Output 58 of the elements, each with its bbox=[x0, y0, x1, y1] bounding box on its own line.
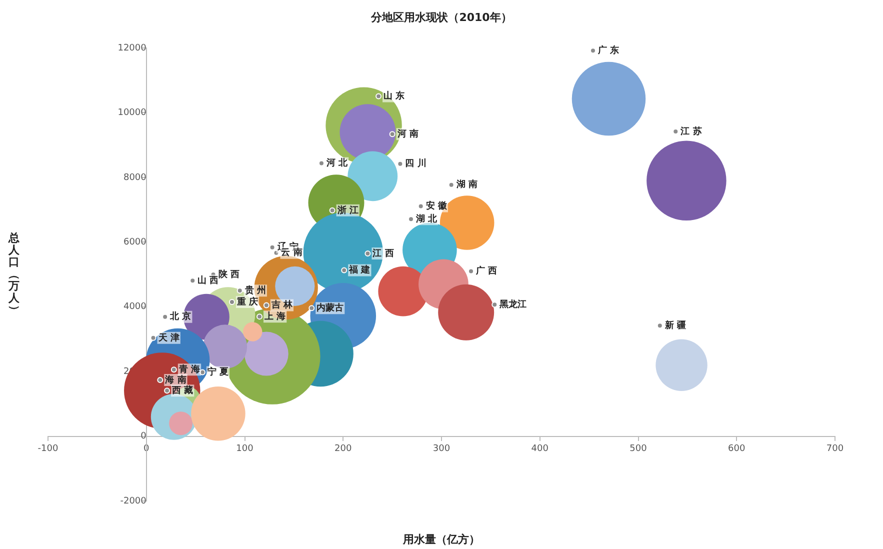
x-tick-label: 200 bbox=[334, 444, 352, 454]
y-tick-label: 12000 bbox=[118, 43, 147, 54]
annotation: 陕 西 bbox=[218, 268, 240, 280]
annotation: 广 东 bbox=[596, 44, 620, 56]
annotation: 浙 江 bbox=[336, 204, 358, 216]
point bbox=[341, 267, 348, 274]
y-tick-label: 10000 bbox=[118, 108, 147, 118]
y-tick-label: 6000 bbox=[123, 237, 147, 248]
annotation: 北 京 bbox=[169, 311, 192, 322]
point bbox=[364, 250, 371, 256]
point bbox=[228, 299, 235, 306]
x-tick-label: 600 bbox=[728, 444, 746, 454]
annotation: 吉 林 bbox=[270, 300, 294, 311]
annotation: 山 东 bbox=[384, 90, 405, 102]
x-tick-label: 100 bbox=[236, 444, 254, 454]
x-tick-label: 500 bbox=[630, 444, 648, 454]
y-tick-label: 0 bbox=[140, 432, 147, 442]
point bbox=[170, 366, 177, 373]
annotation: 青 海 bbox=[178, 364, 200, 375]
annotation: 宁 夏 bbox=[207, 366, 229, 378]
point bbox=[164, 388, 170, 394]
x-tick-label: 400 bbox=[531, 444, 549, 454]
point bbox=[308, 305, 315, 312]
annotation: 湖 北 bbox=[415, 214, 438, 225]
x-tick-label: 700 bbox=[826, 444, 844, 454]
annotation: 广 西 bbox=[475, 266, 498, 277]
annotation: 重 庆 bbox=[236, 296, 258, 308]
annotation: 福 建 bbox=[348, 264, 370, 276]
point bbox=[157, 376, 164, 383]
annotation: 山 西 bbox=[198, 274, 219, 286]
annotation: 天 津 bbox=[157, 332, 180, 344]
annotation: 新 疆 bbox=[664, 320, 686, 331]
x-tick-label: -100 bbox=[38, 444, 58, 454]
chart-title: 分地区用水现状（2010年） bbox=[370, 10, 512, 24]
y-tick-label: 8000 bbox=[123, 172, 147, 183]
x-axis-title: 用水量（亿方） bbox=[402, 532, 480, 546]
annotation: 黑龙江 bbox=[498, 298, 527, 310]
y-tick-label: -2000 bbox=[120, 496, 147, 506]
annotation: 安 徽 bbox=[426, 200, 448, 212]
annotation: 江 苏 bbox=[680, 126, 702, 137]
annotation: 西 藏 bbox=[171, 385, 194, 396]
point bbox=[389, 131, 396, 138]
point bbox=[329, 207, 336, 214]
annotation: 内蒙古 bbox=[316, 302, 344, 314]
point bbox=[263, 302, 270, 308]
point bbox=[376, 93, 382, 100]
annotation: 贵 州 bbox=[244, 285, 266, 296]
annotation: 江 西 bbox=[372, 248, 394, 259]
annotation: 湖 南 bbox=[455, 179, 478, 190]
y-tick-label: 4000 bbox=[123, 302, 147, 312]
annotation: 河 北 bbox=[325, 158, 349, 169]
x-tick-label: 300 bbox=[432, 444, 450, 454]
annotation: 四 川 bbox=[405, 158, 426, 170]
point bbox=[256, 314, 263, 320]
annotation: 河 南 bbox=[396, 128, 418, 140]
annotation: 上 海 bbox=[264, 310, 286, 322]
y-axis-title: 总人口（万人） bbox=[8, 231, 22, 316]
annotation: 海 南 bbox=[164, 374, 186, 386]
